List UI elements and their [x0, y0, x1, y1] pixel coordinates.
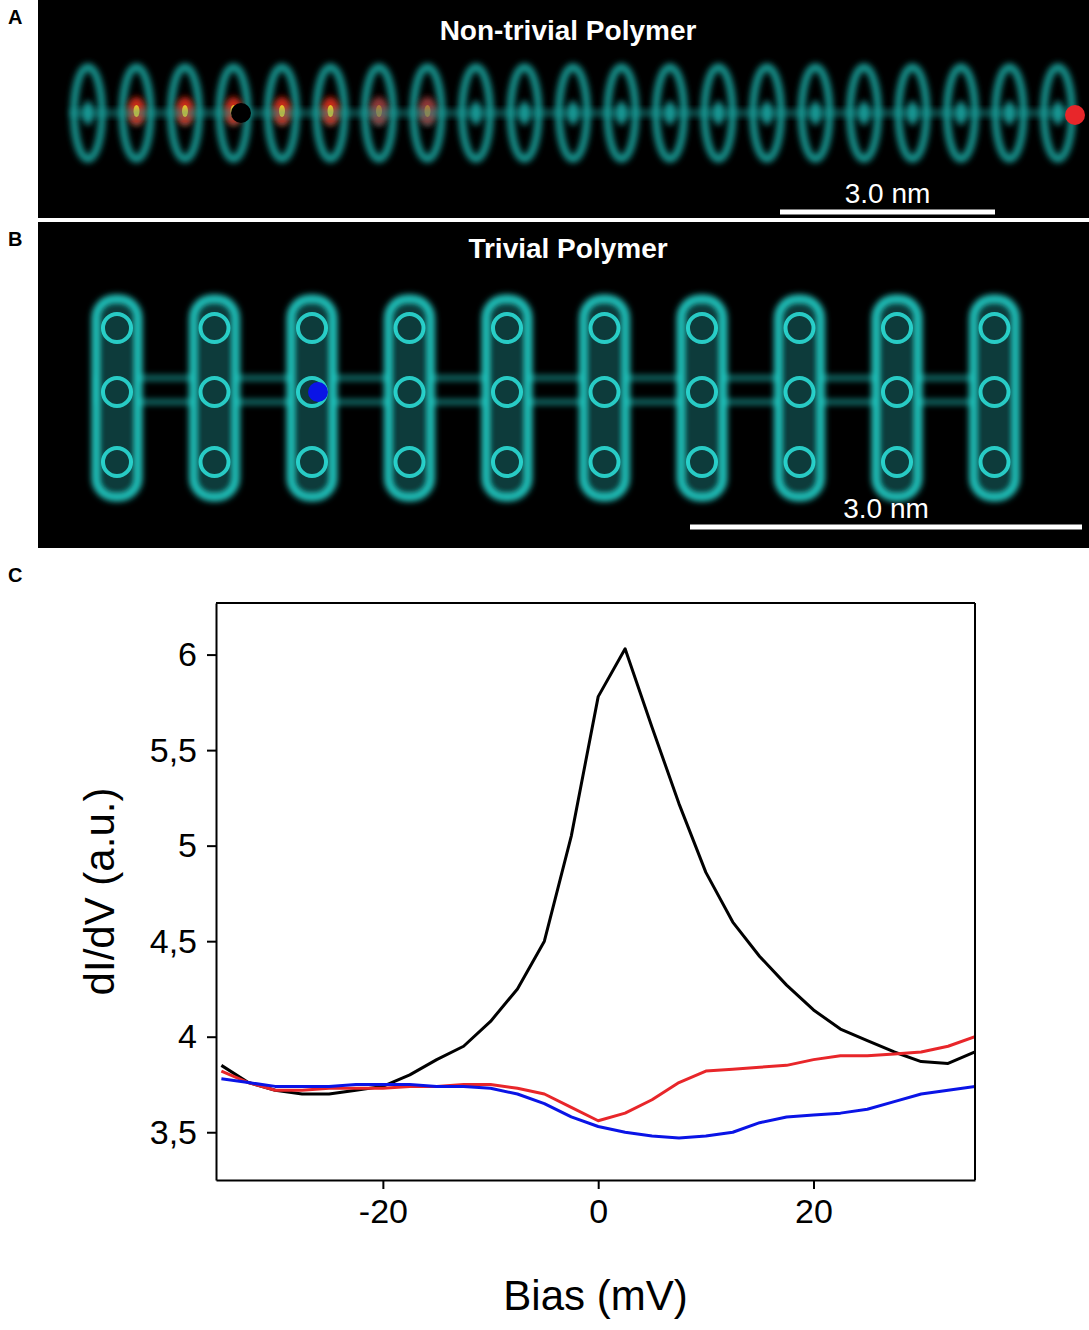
x-axis-title: Bias (mV)	[503, 1272, 687, 1319]
unit-outline	[875, 298, 919, 498]
x-tick-mark	[813, 1180, 815, 1189]
panel-label: A	[8, 6, 22, 28]
tip-position	[231, 103, 251, 123]
unit-ring	[493, 448, 521, 476]
panel-title: Trivial Polymer	[468, 233, 667, 264]
unit-ring	[201, 448, 229, 476]
unit-ring	[201, 378, 229, 406]
series-line	[221, 1079, 975, 1138]
x-tick: -20	[359, 1180, 408, 1230]
x-axis-line	[217, 1180, 976, 1182]
scale-bar	[690, 525, 1082, 530]
x-tick-label: 20	[795, 1192, 833, 1230]
unit-ring	[103, 378, 131, 406]
molecule-image	[70, 67, 1085, 159]
unit-ring	[981, 378, 1009, 406]
y-tick: 5,5	[150, 730, 216, 768]
unit-ring	[396, 378, 424, 406]
y-tick-mark	[207, 1036, 216, 1038]
unit-ring	[688, 314, 716, 342]
y-tick-mark	[207, 1132, 216, 1134]
unit-outline	[95, 298, 139, 498]
y-tick-mark	[207, 750, 216, 752]
unit-ring	[981, 314, 1009, 342]
series-line	[221, 1037, 975, 1121]
unit-ring	[786, 378, 814, 406]
scale-bar-label: 3.0 nm	[843, 493, 929, 524]
scale-bar-label: 3.0 nm	[845, 178, 931, 209]
x-tick-mark	[382, 1180, 384, 1189]
unit-ring	[591, 314, 619, 342]
unit-ring	[103, 314, 131, 342]
unit-ring	[786, 314, 814, 342]
y-axis-line	[216, 604, 218, 1181]
x-tick: 20	[795, 1180, 833, 1230]
x-tick-label: -20	[359, 1192, 408, 1230]
y-tick: 4	[178, 1017, 216, 1055]
molecule-image	[95, 298, 1017, 498]
x-axis: -20 0 20	[217, 1180, 976, 1230]
y-tick: 6	[178, 635, 216, 673]
image-background	[38, 0, 1089, 218]
y-axis: 3,5 4 4,5 5 5,5 6	[150, 604, 217, 1181]
unit-ring	[396, 448, 424, 476]
unit-outline	[485, 298, 529, 498]
image-background	[38, 222, 1089, 548]
unit-ring	[298, 314, 326, 342]
unit-ring	[786, 448, 814, 476]
unit-ring	[688, 448, 716, 476]
unit-ring	[493, 378, 521, 406]
frame-top	[216, 602, 975, 604]
y-tick: 3,5	[150, 1113, 216, 1151]
y-tick-mark	[207, 941, 216, 943]
unit-ring	[493, 314, 521, 342]
plot-lines	[221, 649, 975, 1138]
unit-ring	[396, 314, 424, 342]
scale-bar	[780, 210, 995, 215]
y-tick-label: 5,5	[150, 730, 197, 768]
unit-ring	[883, 448, 911, 476]
x-tick-mark	[598, 1180, 600, 1189]
y-tick-mark	[207, 845, 216, 847]
y-tick-label: 5	[178, 826, 197, 864]
y-tick-label: 4	[178, 1017, 197, 1055]
series-line	[221, 649, 975, 1094]
x-tick: 0	[589, 1180, 608, 1230]
unit-outline	[193, 298, 237, 498]
y-tick-mark	[207, 654, 216, 656]
y-axis-title: dI/dV (a.u.)	[76, 788, 123, 996]
backbone	[70, 109, 1070, 117]
unit-ring	[201, 314, 229, 342]
unit-ring	[883, 378, 911, 406]
unit-ring	[688, 378, 716, 406]
x-tick-label: 0	[589, 1192, 608, 1230]
y-tick: 5	[178, 826, 216, 864]
frame-right	[974, 603, 976, 1180]
unit-outline	[290, 298, 334, 498]
unit-ring	[298, 448, 326, 476]
figure: Non-trivial Polymer 3.0 nm A Trivial Polyme…	[0, 0, 1089, 1330]
y-tick-label: 3,5	[150, 1113, 197, 1151]
unit-ring	[591, 378, 619, 406]
unit-ring	[981, 448, 1009, 476]
tip-position	[1065, 105, 1085, 125]
image-panel: Trivial Polymer 3.0 nm	[38, 222, 1089, 548]
y-tick-label: 6	[178, 635, 197, 673]
panel-label: B	[8, 228, 22, 250]
unit-ring	[103, 448, 131, 476]
unit-outline	[680, 298, 724, 498]
unit-ring	[591, 448, 619, 476]
unit-outline	[973, 298, 1017, 498]
panel-label: C	[8, 564, 22, 586]
unit-outline	[778, 298, 822, 498]
tip-position	[308, 382, 328, 402]
y-tick-label: 4,5	[150, 922, 197, 960]
y-tick: 4,5	[150, 922, 216, 960]
unit-outline	[583, 298, 627, 498]
image-panel: Non-trivial Polymer 3.0 nm	[38, 0, 1089, 218]
panel-title: Non-trivial Polymer	[440, 15, 697, 46]
unit-ring	[883, 314, 911, 342]
unit-outline	[388, 298, 432, 498]
